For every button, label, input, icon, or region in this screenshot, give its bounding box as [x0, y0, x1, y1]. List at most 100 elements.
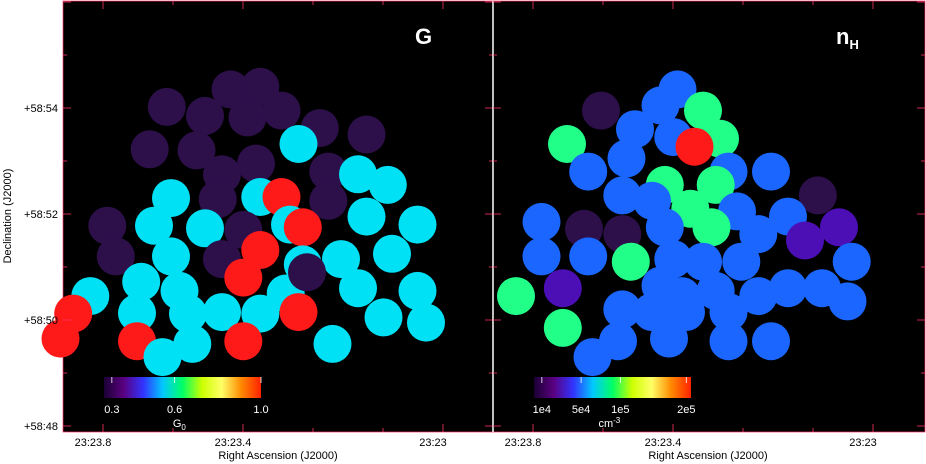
- beam-point: [279, 293, 318, 332]
- beam-point: [641, 86, 680, 125]
- colorbar-tick-label: 2e5: [677, 404, 695, 416]
- colorbar-label: cm-3: [598, 416, 620, 430]
- beam-point: [198, 180, 237, 219]
- beam-point: [522, 237, 561, 276]
- beam-point: [169, 294, 207, 333]
- beam-point: [152, 179, 190, 218]
- beam-point: [497, 277, 535, 316]
- beam-point: [228, 98, 267, 137]
- colorbar-gradient: [534, 377, 691, 398]
- beam-point: [186, 96, 224, 135]
- beam-point: [279, 125, 318, 163]
- x-tick-label: 23:23.8: [505, 437, 542, 449]
- beam-point: [96, 237, 135, 276]
- beam-point: [786, 221, 824, 260]
- beam-point: [368, 165, 407, 204]
- beam-point: [147, 87, 186, 126]
- beam-point: [722, 242, 761, 281]
- beam-point: [339, 269, 377, 308]
- beam-point: [543, 269, 582, 308]
- beam-point: [603, 290, 642, 329]
- panel-nh-ticks: [493, 1, 925, 432]
- colorbar-tick-label: 1e5: [611, 404, 629, 416]
- beam-point: [309, 152, 348, 191]
- x-tick-label: 23:23: [419, 437, 447, 449]
- colorbar-gradient: [104, 377, 261, 398]
- y-tick-label: +58:52: [24, 209, 58, 221]
- beam-point: [347, 115, 386, 154]
- beam-point: [135, 206, 173, 245]
- panel-nh-tag: nH: [836, 24, 859, 52]
- beam-point: [582, 91, 620, 130]
- panel-nh-points: [497, 70, 871, 377]
- colorbar-tick-label: 5e4: [572, 404, 590, 416]
- panel-nh-colorbar: 1e4 5e4 1e5 2e5 cm-3: [533, 377, 695, 430]
- beam-point: [322, 240, 360, 279]
- beam-point: [203, 293, 241, 332]
- panel-g-points: [41, 67, 445, 377]
- colorbar-tick-label: 1e4: [533, 404, 551, 416]
- x-axis-title-left: Right Ascension (J2000): [218, 450, 337, 462]
- beam-point: [224, 258, 263, 297]
- beam-point: [398, 205, 437, 244]
- beam-point: [122, 262, 161, 301]
- x-axis-title-right: Right Ascension (J2000): [648, 450, 767, 462]
- beam-point: [543, 308, 582, 347]
- beam-point: [569, 152, 608, 191]
- colorbar-tick-label: 0.3: [104, 404, 119, 416]
- x-tick-label: 23:23.8: [75, 437, 112, 449]
- panel-g-tag: G: [415, 24, 432, 49]
- beam-point: [692, 208, 731, 247]
- beam-point: [224, 322, 263, 361]
- beam-point: [177, 131, 216, 170]
- beam-point: [522, 202, 561, 241]
- colorbar-tick-label: 1.0: [253, 404, 268, 416]
- x-axis: 23:23.8 23:23.4 23:23 23:23.8 23:23.4 23:23: [75, 437, 877, 449]
- beam-point: [752, 152, 790, 191]
- beam-point: [313, 324, 352, 363]
- beam-point: [88, 206, 127, 245]
- beam-point: [603, 176, 642, 215]
- beam-point: [650, 319, 688, 358]
- beam-point: [684, 91, 722, 130]
- beam-point: [675, 127, 714, 166]
- beam-point: [152, 237, 190, 276]
- beam-point: [237, 144, 275, 183]
- panel-g: 0.3 0.6 1.0 G0 G: [41, 0, 494, 433]
- beam-point: [130, 130, 169, 169]
- beam-point: [241, 231, 280, 269]
- panel-nh: 1e4 5e4 1e5 2e5 cm-3 nH: [492, 0, 926, 433]
- beam-point: [709, 293, 748, 332]
- y-axis-title: Declination (J2000): [2, 169, 14, 264]
- colorbar-label: G0: [173, 418, 187, 432]
- y-axis: +58:54 +58:52 +58:50 +58:48: [24, 103, 58, 433]
- beam-point: [262, 91, 301, 130]
- beam-point: [173, 324, 212, 363]
- beam-point: [407, 303, 445, 342]
- beam-point: [347, 197, 386, 236]
- beam-point: [186, 209, 224, 248]
- beam-point: [739, 215, 778, 254]
- beam-point: [769, 269, 807, 308]
- beam-point: [709, 322, 748, 361]
- beam-point: [832, 242, 871, 281]
- beam-point: [309, 181, 348, 220]
- beam-point: [283, 208, 322, 247]
- y-tick-label: +58:50: [24, 315, 58, 327]
- beam-point: [364, 298, 403, 337]
- beam-point: [607, 139, 646, 178]
- y-tick-label: +58:54: [24, 103, 58, 115]
- beam-point: [41, 319, 80, 358]
- beam-point: [684, 242, 722, 281]
- beam-point: [739, 277, 778, 316]
- beam-point: [288, 253, 326, 292]
- beam-point: [828, 282, 867, 321]
- beam-point: [696, 165, 735, 204]
- beam-point: [398, 271, 437, 310]
- beam-point: [573, 338, 612, 377]
- x-tick-label: 23:23.4: [215, 437, 252, 449]
- panel-g-colorbar: 0.3 0.6 1.0 G0: [104, 377, 269, 432]
- panel-g-ticks: [63, 1, 493, 432]
- beam-point: [798, 176, 837, 215]
